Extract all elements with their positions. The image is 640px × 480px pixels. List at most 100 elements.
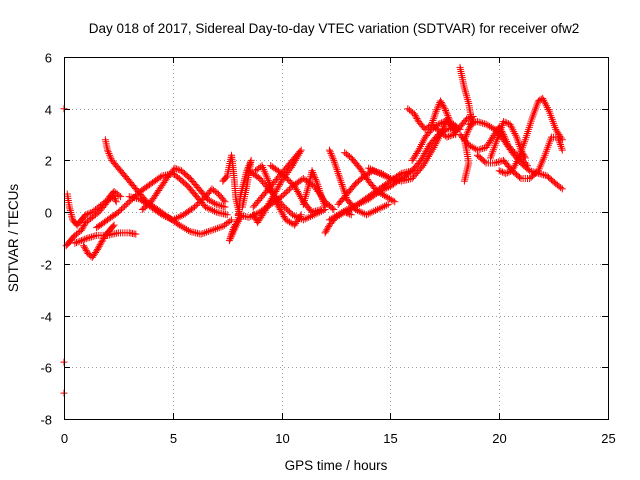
data-point — [558, 136, 566, 144]
data-point — [83, 210, 91, 218]
grid — [64, 57, 608, 419]
data-point — [385, 174, 393, 182]
data-point — [207, 206, 215, 214]
data-point — [160, 212, 168, 220]
data-point — [233, 217, 241, 225]
data-point — [94, 245, 102, 253]
data-point — [254, 218, 262, 226]
data-point — [442, 106, 450, 114]
data-point — [279, 191, 287, 199]
data-point — [201, 203, 209, 211]
data-point — [373, 206, 381, 214]
data-point — [498, 157, 506, 165]
data-point — [353, 206, 361, 214]
data-point — [250, 212, 258, 220]
data-point — [288, 211, 296, 219]
data-point — [285, 208, 293, 216]
data-point — [389, 197, 397, 205]
data-point — [81, 245, 89, 253]
data-point — [421, 158, 429, 166]
data-point — [252, 215, 260, 223]
y-tick-label: -2 — [40, 258, 52, 273]
data-point — [106, 153, 114, 161]
data-point — [368, 166, 376, 174]
data-point — [461, 88, 469, 96]
data-point — [282, 188, 290, 196]
data-point — [133, 190, 141, 198]
y-tick-label: 4 — [45, 103, 52, 118]
data-point — [328, 153, 336, 161]
data-point — [201, 229, 209, 237]
data-point — [557, 134, 565, 142]
data-point — [176, 166, 184, 174]
data-point — [172, 214, 180, 222]
x-tick-label: 25 — [601, 431, 615, 446]
data-point — [288, 179, 296, 187]
data-point — [179, 223, 187, 231]
data-point — [364, 210, 372, 218]
data-point — [495, 167, 503, 175]
data-point — [432, 107, 440, 115]
data-point — [249, 211, 257, 219]
data-point — [111, 196, 119, 204]
data-point — [80, 243, 88, 251]
data-point — [443, 118, 451, 126]
data-point — [216, 201, 224, 209]
data-point — [470, 119, 478, 127]
data-point — [230, 224, 238, 232]
data-point — [461, 86, 469, 94]
data-point — [81, 235, 89, 243]
data-point — [191, 203, 199, 211]
x-tick-label: 15 — [383, 431, 397, 446]
data-point — [278, 193, 286, 201]
data-point — [279, 171, 287, 179]
data-point — [436, 120, 444, 128]
data-point — [177, 222, 185, 230]
data-point — [429, 145, 437, 153]
axis-ticks: 0 5 10 15 20 25 -8 -6 -4 -2 0 2 4 6 — [40, 51, 615, 447]
data-point — [118, 205, 126, 213]
data-point — [475, 118, 483, 126]
data-point — [232, 219, 240, 227]
data-point — [439, 102, 447, 110]
data-point — [430, 113, 438, 121]
data-point — [162, 212, 170, 220]
data-point — [192, 201, 200, 209]
data-point — [443, 110, 451, 118]
x-axis-label: GPS time / hours — [285, 458, 388, 473]
data-point — [204, 228, 212, 236]
data-point — [328, 151, 336, 159]
data-point — [441, 105, 449, 113]
data-point — [100, 235, 108, 243]
data-point — [514, 139, 522, 147]
data-point — [114, 208, 122, 216]
data-point — [310, 172, 318, 180]
data-point — [366, 209, 374, 217]
data-point — [326, 148, 334, 156]
data-point — [80, 242, 88, 250]
data-point — [434, 102, 442, 110]
data-point — [464, 98, 472, 106]
data-point — [434, 120, 442, 128]
data-point — [480, 120, 488, 128]
data-point — [327, 150, 335, 158]
data-point — [333, 166, 341, 174]
data-point — [372, 168, 380, 176]
data-point — [323, 226, 331, 234]
data-point — [174, 213, 182, 221]
data-point — [313, 207, 321, 215]
data-point — [426, 151, 434, 159]
data-point — [163, 213, 171, 221]
data-point — [213, 189, 221, 197]
data-point — [211, 199, 219, 207]
data-point — [117, 193, 125, 201]
data-point — [376, 187, 384, 195]
data-point — [109, 222, 117, 230]
data-point — [337, 179, 345, 187]
data-point — [464, 96, 472, 104]
data-point — [335, 173, 343, 181]
data-point — [158, 211, 166, 219]
data-point — [381, 185, 389, 193]
data-point — [444, 112, 452, 120]
